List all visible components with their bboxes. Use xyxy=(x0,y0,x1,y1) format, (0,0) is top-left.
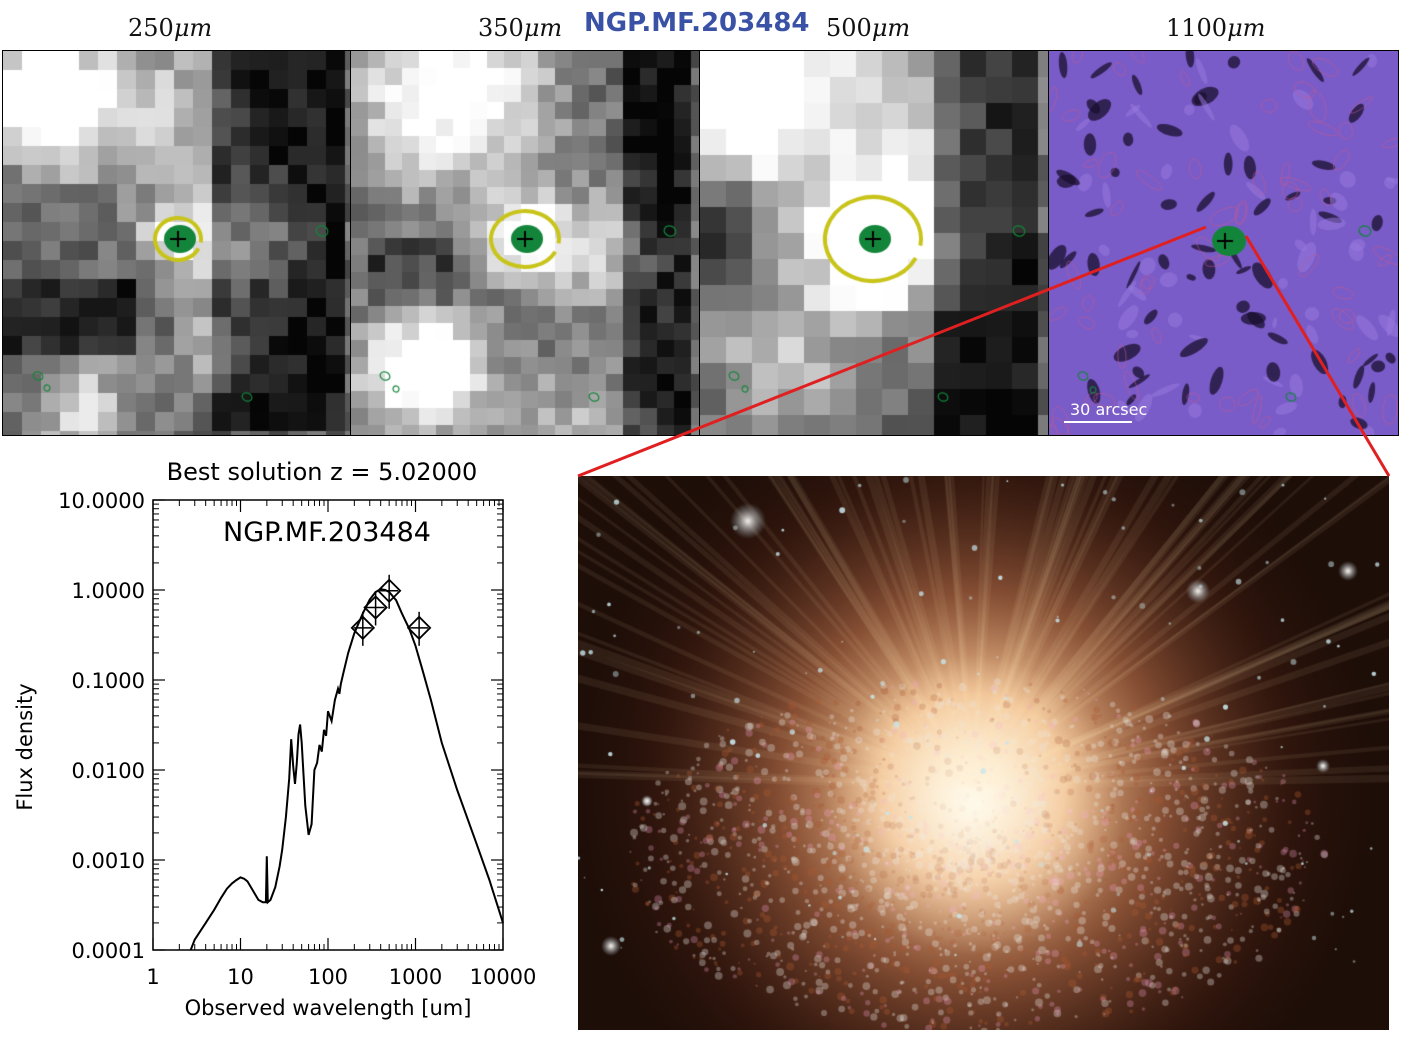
band-unit: μm xyxy=(871,14,911,42)
galaxy-illustration xyxy=(578,476,1389,1030)
y-tick-label: 0.1000 xyxy=(72,669,145,693)
band-value: 500 xyxy=(826,14,872,42)
cutout-250 xyxy=(2,50,351,436)
cutout-350-image xyxy=(351,51,699,435)
y-tick-label: 0.0001 xyxy=(72,939,145,963)
x-axis-label: Observed wavelength [um] xyxy=(185,996,472,1020)
y-axis-label: Flux density xyxy=(13,683,37,810)
band-unit: μm xyxy=(1227,14,1266,42)
scalebar xyxy=(1064,421,1132,423)
y-tick-label: 0.0010 xyxy=(72,849,145,873)
band-value: 1100 xyxy=(1166,14,1228,42)
chart-inner-label: NGP.MF.203484 xyxy=(223,517,431,548)
page-title: NGP.MF.203484 xyxy=(584,8,810,38)
plot-frame xyxy=(152,499,504,951)
band-unit: μm xyxy=(523,14,563,42)
scalebar-label: 30 arcsec xyxy=(1070,400,1148,419)
band-value: 350 xyxy=(478,14,524,42)
x-tick-label: 1000 xyxy=(389,965,442,989)
band-value: 250 xyxy=(128,14,174,42)
sed-model-line xyxy=(189,588,504,951)
band-label-1100: 1100μm xyxy=(1166,14,1265,42)
galaxy-illustration-image xyxy=(578,476,1389,1030)
x-tick-label: 10 xyxy=(227,965,254,989)
y-tick-label: 1.0000 xyxy=(72,579,145,603)
cutout-250-image xyxy=(3,51,350,435)
y-tick-label: 10.0000 xyxy=(58,489,145,513)
x-tick-label: 100 xyxy=(308,965,348,989)
cutout-350 xyxy=(350,50,700,436)
band-label-350: 350μm xyxy=(478,14,562,42)
x-tick-label: 10000 xyxy=(470,965,537,989)
band-label-250: 250μm xyxy=(128,14,212,42)
cutout-500-image xyxy=(700,51,1048,435)
cutout-1100-image xyxy=(1049,51,1398,435)
sed-chart: Best solution z = 5.02000 NGP.MF.203484 Ob… xyxy=(13,458,537,1020)
x-tick-label: 1 xyxy=(146,965,159,989)
y-tick-label: 0.0100 xyxy=(72,759,145,783)
chart-title: Best solution z = 5.02000 xyxy=(167,458,478,486)
cutout-1100: 30 arcsec xyxy=(1048,50,1399,436)
cutout-500 xyxy=(699,50,1049,436)
band-label-500: 500μm xyxy=(826,14,910,42)
band-unit: μm xyxy=(173,14,213,42)
